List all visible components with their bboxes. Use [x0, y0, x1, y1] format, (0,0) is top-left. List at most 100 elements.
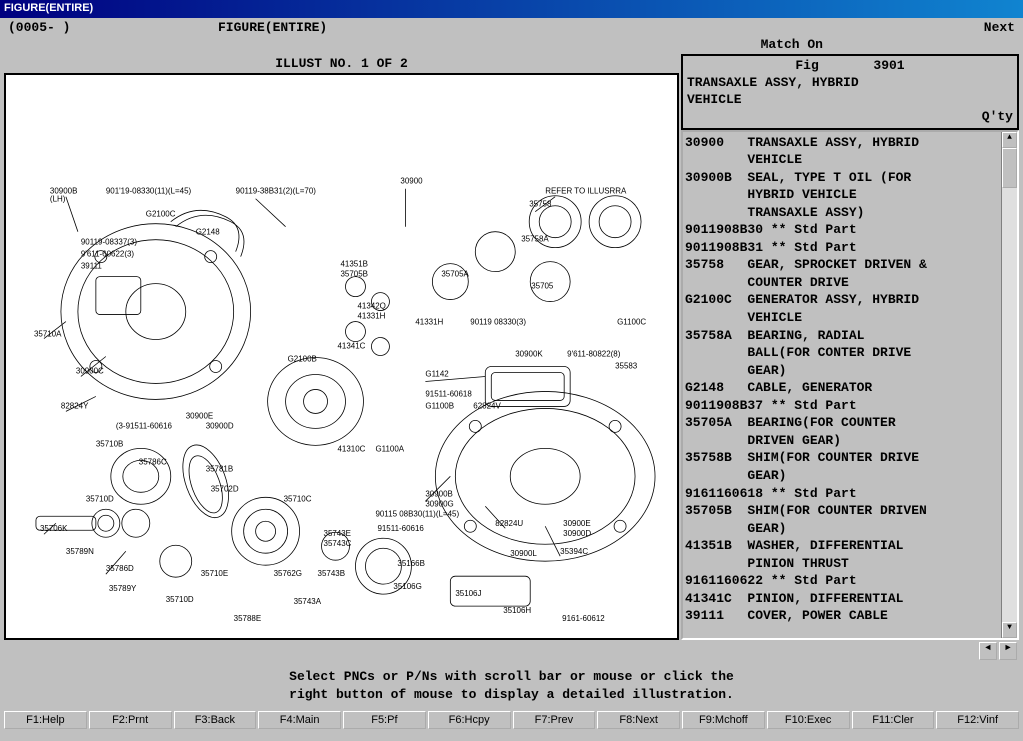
diagram-callout[interactable]: 35106G [393, 582, 421, 591]
diagram-callout[interactable]: 35710C [284, 494, 312, 503]
fkey-f7[interactable]: F7:Prev [513, 711, 596, 729]
diagram-callout[interactable]: 30900E [563, 519, 590, 528]
diagram-callout[interactable]: 30900D [206, 421, 234, 430]
part-row[interactable]: 35758 GEAR, SPROCKET DRIVEN & COUNTER DR… [685, 256, 999, 291]
diagram-callout[interactable]: G2100C [146, 210, 176, 219]
fkey-f9[interactable]: F9:Mchoff [682, 711, 765, 729]
diagram-callout[interactable]: 90119 08330(3) [470, 318, 526, 327]
diagram-callout[interactable]: 35705B [341, 270, 368, 279]
part-row[interactable]: 30900B SEAL, TYPE T OIL (FOR HYBRID VEHI… [685, 169, 999, 222]
fkey-f2[interactable]: F2:Prnt [89, 711, 172, 729]
diagram-callout[interactable]: 90119-38B31(2)(L=70) [236, 187, 317, 196]
diagram-callout[interactable]: 35106H [503, 606, 531, 615]
diagram-callout[interactable]: 35758 [529, 200, 552, 209]
diagram-callout[interactable]: 41342Q [357, 302, 385, 311]
diagram-callout[interactable]: 91511-60618 [425, 389, 472, 398]
diagram-callout[interactable]: 35106J [455, 589, 481, 598]
part-row[interactable]: 35758A BEARING, RADIAL BALL(FOR CONTER D… [685, 327, 999, 380]
diagram-callout[interactable]: (LH) [50, 195, 66, 204]
diagram-callout[interactable]: 35710B [96, 439, 123, 448]
diagram-callout[interactable]: 35743A [294, 597, 322, 606]
diagram-callout[interactable]: 35706K [40, 524, 68, 533]
diagram-callout[interactable]: 35705A [441, 270, 469, 279]
part-row[interactable]: 35758B SHIM(FOR COUNTER DRIVE GEAR) [685, 449, 999, 484]
fkey-f1[interactable]: F1:Help [4, 711, 87, 729]
diagram-callout[interactable]: G2148 [196, 228, 220, 237]
diagram-callout[interactable]: 35789N [66, 547, 94, 556]
scroll-thumb[interactable] [1002, 148, 1017, 188]
diagram-callout[interactable]: 35786D [106, 564, 134, 573]
diagram-callout[interactable]: 35743E [324, 529, 351, 538]
diagram-callout[interactable]: 82824U [495, 519, 523, 528]
fkey-f3[interactable]: F3:Back [174, 711, 257, 729]
diagram-callout[interactable]: 35394C [560, 547, 588, 556]
diagram-callout[interactable]: 35762G [274, 569, 302, 578]
part-row[interactable]: 41351B WASHER, DIFFERENTIAL PINION THRUS… [685, 537, 999, 572]
diagram-callout[interactable]: 35702D [211, 484, 239, 493]
part-row[interactable]: G2100C GENERATOR ASSY, HYBRID VEHICLE [685, 291, 999, 326]
scroll-up-button[interactable]: ▲ [1002, 132, 1017, 148]
fkey-f6[interactable]: F6:Hcpy [428, 711, 511, 729]
diagram-callout[interactable]: 90119-08337(3) [81, 238, 137, 247]
diagram-callout[interactable]: G1100C [617, 318, 646, 327]
diagram-callout[interactable]: (3-91511-60616 [116, 421, 173, 430]
diagram-callout[interactable]: 35789Y [109, 584, 137, 593]
part-row[interactable]: 39111 COVER, POWER CABLE [685, 607, 999, 625]
diagram-callout[interactable]: 41351B [341, 260, 368, 269]
fkey-f12[interactable]: F12:Vinf [936, 711, 1019, 729]
diagram-callout[interactable]: G1100B [425, 401, 454, 410]
diagram-callout[interactable]: G2100B [288, 354, 317, 363]
diagram-callout[interactable]: 9161-60612 [562, 614, 605, 623]
parts-list[interactable]: 30900 TRANSAXLE ASSY, HYBRID VEHICLE3090… [683, 132, 1001, 638]
fkey-f8[interactable]: F8:Next [597, 711, 680, 729]
part-row[interactable]: 35705A BEARING(FOR COUNTER DRIVEN GEAR) [685, 414, 999, 449]
diagram-callout[interactable]: 30900B [425, 489, 452, 498]
fkey-f4[interactable]: F4:Main [258, 711, 341, 729]
diagram-callout[interactable]: 35705 [531, 282, 554, 291]
diagram-callout[interactable]: 30900E [186, 411, 213, 420]
diagram-callout[interactable]: 35710A [34, 330, 62, 339]
diagram-callout[interactable]: 35743B [318, 569, 345, 578]
part-row[interactable]: G2148 CABLE, GENERATOR [685, 379, 999, 397]
diagram-callout[interactable]: 30900C [76, 366, 104, 375]
diagram-callout[interactable]: 41331H [357, 312, 385, 321]
figure-diagram[interactable]: 30900B (LH) 901'19-08330(11)(L=45) 90119-38… [4, 73, 679, 640]
next-button[interactable]: Next [935, 20, 1015, 35]
diagram-callout[interactable]: 30900L [510, 549, 537, 558]
diagram-callout[interactable]: 82824Y [61, 401, 89, 410]
diagram-callout[interactable]: 39111 [81, 262, 103, 271]
part-row[interactable]: 9161160622 ** Std Part [685, 572, 999, 590]
part-row[interactable]: 9161160618 ** Std Part [685, 485, 999, 503]
part-row[interactable]: 9011908B30 ** Std Part [685, 221, 999, 239]
diagram-callout[interactable]: 9'611-60622(3) [81, 250, 135, 259]
diagram-callout[interactable]: 30900D [563, 529, 591, 538]
diagram-callout[interactable]: 62824V [473, 401, 501, 410]
diagram-callout[interactable]: 41341C [338, 342, 366, 351]
fkey-f11[interactable]: F11:Cler [852, 711, 935, 729]
diagram-callout[interactable]: 35710D [86, 494, 114, 503]
diagram-callout[interactable]: 35758A [521, 235, 549, 244]
part-row[interactable]: 9011908B37 ** Std Part [685, 397, 999, 415]
diagram-callout[interactable]: G1100A [375, 444, 404, 453]
diagram-callout[interactable]: 35786C [139, 457, 167, 466]
diagram-callout[interactable]: 35710E [201, 569, 228, 578]
scroll-track[interactable] [1002, 148, 1017, 622]
part-row[interactable]: 9011908B31 ** Std Part [685, 239, 999, 257]
diagram-callout[interactable]: 90115 08B30(11)(L=45) [375, 509, 459, 518]
diagram-callout[interactable]: 91511-60616 [377, 524, 424, 533]
diagram-callout[interactable]: 30900K [515, 350, 543, 359]
diagram-callout[interactable]: 41331H [415, 318, 443, 327]
diagram-callout[interactable]: 9'611-80822(8) [567, 350, 621, 359]
parts-scrollbar[interactable]: ▲ ▼ [1001, 132, 1017, 638]
diagram-callout[interactable]: 35788E [234, 614, 261, 623]
nav-next-button[interactable]: ► [999, 642, 1017, 660]
scroll-down-button[interactable]: ▼ [1002, 622, 1017, 638]
diagram-callout[interactable]: 35583 [615, 361, 638, 370]
part-row[interactable]: 41341C PINION, DIFFERENTIAL [685, 590, 999, 608]
diagram-callout[interactable]: 35166B [397, 559, 424, 568]
diagram-callout[interactable]: 901'19-08330(11)(L=45) [106, 187, 192, 196]
diagram-callout[interactable]: 35781B [206, 464, 233, 473]
part-row[interactable]: 30900 TRANSAXLE ASSY, HYBRID VEHICLE [685, 134, 999, 169]
diagram-callout[interactable]: 35743C [324, 539, 352, 548]
diagram-callout[interactable]: REFER TO ILLUSRRA [545, 187, 627, 196]
